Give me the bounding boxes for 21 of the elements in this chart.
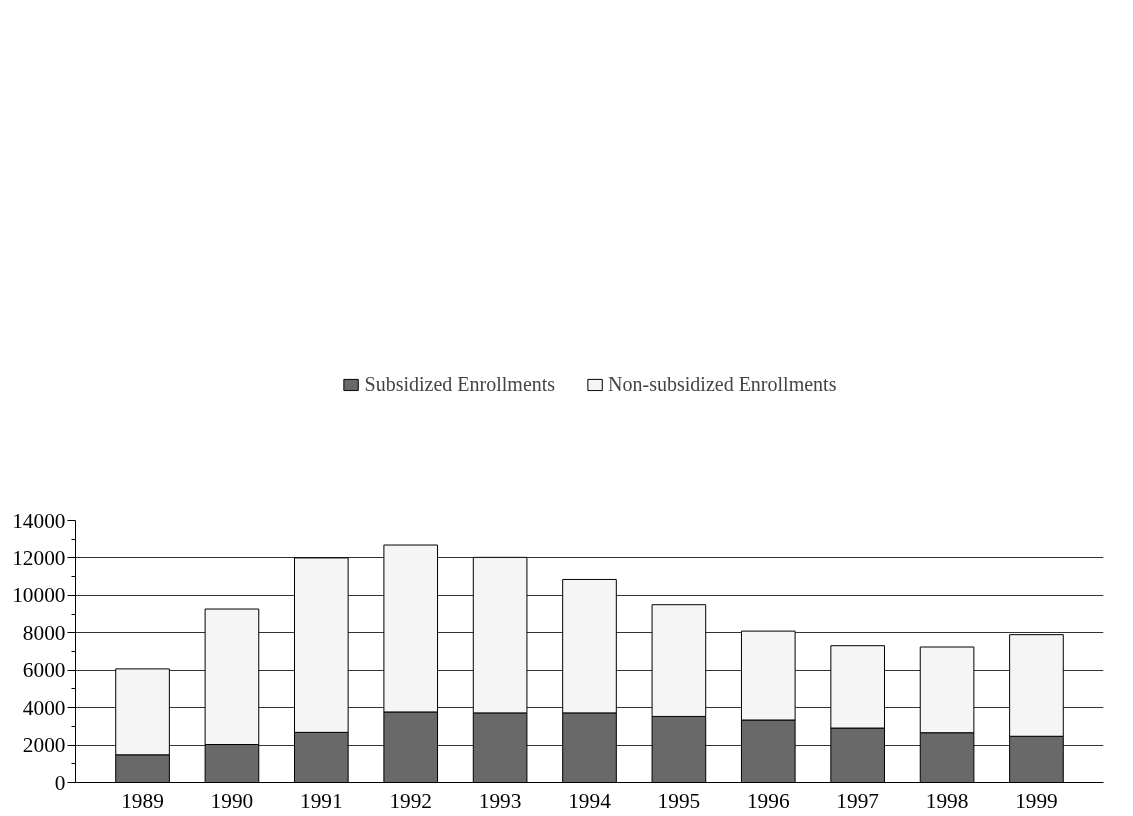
y-tick-label: 14000 [12,508,66,533]
x-tick-label: 1998 [925,788,969,813]
y-tick-label: 2000 [22,733,66,758]
x-tick-label: 1994 [568,788,612,813]
y-tick-label: 4000 [22,695,66,720]
x-tick-label: 1999 [1015,788,1058,813]
x-tick-label: 1991 [300,788,343,813]
x-tick-label: 1992 [389,788,433,813]
y-tick-label: 12000 [12,545,66,570]
y-tick-label: 0 [54,770,66,795]
x-tick-label: 1997 [836,788,880,813]
x-tick-label: 1995 [657,788,701,813]
y-tick-label: 6000 [22,658,66,683]
x-tick-label: 1989 [121,788,164,813]
x-tick-label: 1996 [746,788,790,813]
y-tick-label: 10000 [12,583,66,608]
y-tick-label: 8000 [22,620,66,645]
x-tick-label: 1993 [478,788,522,813]
legend-label: Non-subsidized Enrollments [608,372,837,396]
legend-label: Subsidized Enrollments [364,372,556,396]
x-tick-label: 1990 [210,788,254,813]
